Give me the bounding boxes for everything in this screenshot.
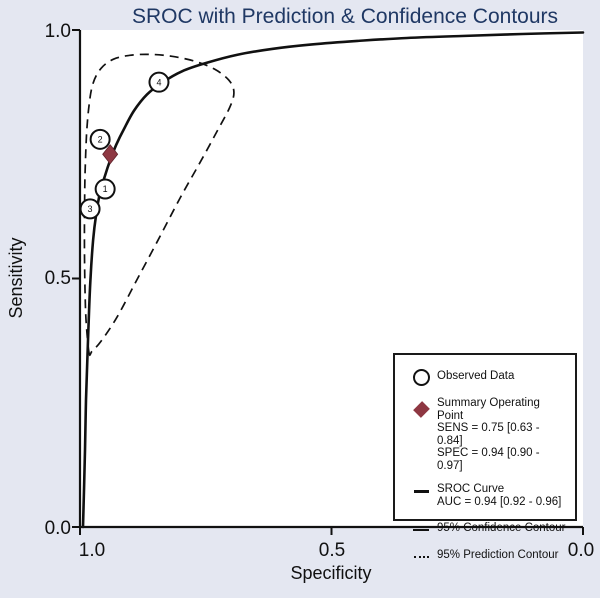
legend-spec-value: SPEC = 0.94 [0.90 - 0.97]	[437, 447, 540, 472]
legend-item-sroc-curve: SROC Curve AUC = 0.94 [0.92 - 0.96]	[405, 482, 567, 508]
legend-item-prediction-contour: 95% Prediction Contour	[405, 548, 567, 562]
study-point-label-3: 3	[88, 204, 93, 214]
legend-item-confidence-contour: 95% Confidence Contour	[405, 521, 567, 535]
study-point-2	[89, 128, 111, 150]
prediction-contour-icon	[413, 555, 429, 558]
chart-title: SROC with Prediction & Confidence Contou…	[132, 5, 558, 28]
study-point-4	[148, 71, 170, 93]
contour-path	[83, 53, 235, 357]
summary-operating-point	[102, 144, 119, 165]
legend-label: 95% Prediction Contour	[437, 548, 559, 561]
summary-point-icon	[412, 401, 430, 418]
curves-layer	[81, 31, 585, 529]
legend-label: Summary Operating Point	[437, 397, 540, 422]
sroc-curve-path	[81, 31, 585, 529]
study-point-label-2: 2	[98, 135, 103, 145]
y-tick-label-1.0: 1.0	[45, 21, 71, 42]
study-point-label-4: 4	[156, 77, 161, 87]
x-tick-label-0.5: 0.5	[319, 540, 345, 561]
legend-auc-value: AUC = 0.94 [0.92 - 0.96]	[437, 495, 562, 508]
markers-layer: 1 2 3 4	[79, 71, 170, 220]
y-tick-label-0.5: 0.5	[45, 268, 71, 289]
confidence-contour-icon	[413, 529, 429, 531]
observed-data-icon	[412, 369, 430, 386]
sroc-curve-icon	[413, 490, 429, 493]
y-tick-label-0.0: 0.0	[45, 518, 71, 539]
ticks-layer	[72, 29, 584, 535]
y-axis-title: Sensitivity	[6, 237, 26, 318]
study-point-label-1: 1	[103, 184, 108, 194]
legend-label: Observed Data	[437, 370, 515, 382]
x-tick-label-0.0: 0.0	[568, 540, 594, 561]
x-axis-title: Specificity	[290, 563, 371, 583]
x-tick-label-1.0: 1.0	[79, 540, 105, 561]
legend-sens-value: SENS = 0.75 [0.63 - 0.84]	[437, 422, 540, 447]
study-point-1	[94, 178, 116, 200]
legend-item-observed-data: Observed Data	[405, 369, 567, 386]
legend-label: 95% Confidence Contour	[437, 522, 566, 534]
legend-box: Observed Data Summary Operating Point SE…	[393, 353, 577, 561]
legend-label: SROC Curve	[437, 483, 505, 495]
legend-item-summary-point: Summary Operating Point SENS = 0.75 [0.6…	[405, 396, 567, 472]
